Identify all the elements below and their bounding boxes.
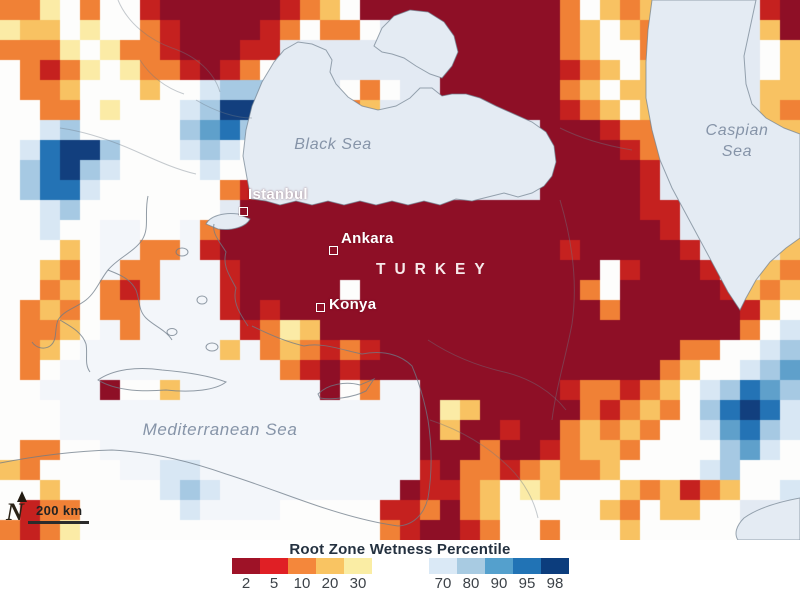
wetness-map: Istanbul Ankara Konya TURKEY Black Sea C… [0, 0, 800, 540]
caspian-sea-label: Caspian Sea [705, 122, 769, 160]
legend-tick-label: 80 [462, 575, 480, 592]
north-letter: N [6, 499, 25, 526]
legend-tick-label: 10 [293, 575, 311, 592]
north-arrow-icon [17, 491, 27, 502]
konya-label: Konya [329, 296, 377, 313]
scale-bar [28, 521, 89, 524]
mediterranean-sea-label: Mediterranean Sea [142, 420, 298, 439]
scale-bar-label: 200 km [36, 503, 83, 518]
legend-tick-label: 98 [546, 575, 564, 592]
legend-title: Root Zone Wetness Percentile [289, 541, 511, 558]
legend-dry-labels: 2 5 10 20 30 [232, 575, 372, 592]
legend-tick-label: 30 [349, 575, 367, 592]
legend-swatch [288, 558, 316, 574]
turkey-country-label: TURKEY [376, 261, 494, 278]
legend-dry-swatches [232, 558, 372, 574]
istanbul-label: Istanbul [248, 186, 308, 203]
legend-swatch [541, 558, 569, 574]
legend-tick-label: 5 [269, 575, 279, 592]
legend-tick-label: 90 [490, 575, 508, 592]
legend-swatch [457, 558, 485, 574]
legend-tick-label: 20 [321, 575, 339, 592]
legend-swatch [429, 558, 457, 574]
legend-tick-label: 95 [518, 575, 536, 592]
black-sea-label: Black Sea [294, 136, 372, 153]
legend-swatch [316, 558, 344, 574]
legend-swatch [485, 558, 513, 574]
legend-tick-label: 70 [434, 575, 452, 592]
legend-swatch [232, 558, 260, 574]
legend-tick-label: 2 [241, 575, 251, 592]
legend-wet-labels: 70 80 90 95 98 [429, 575, 569, 592]
konya-marker [316, 303, 325, 312]
legend-swatch [344, 558, 372, 574]
legend-wet-swatches [429, 558, 569, 574]
istanbul-marker [239, 207, 248, 216]
legend-swatch [513, 558, 541, 574]
legend-swatch [260, 558, 288, 574]
legend: Root Zone Wetness Percentile 2 5 10 20 30 70… [0, 540, 800, 607]
ankara-marker [329, 246, 338, 255]
ankara-label: Ankara [341, 230, 394, 247]
